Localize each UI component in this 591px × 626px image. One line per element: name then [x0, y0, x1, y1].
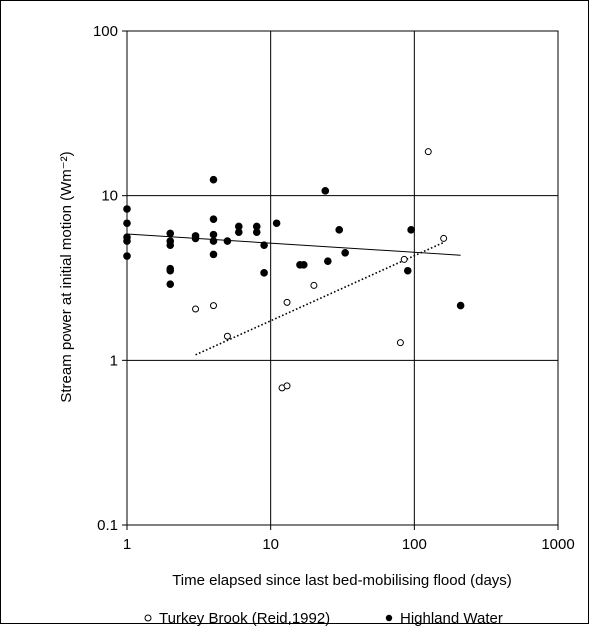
legend-label-turkey-brook: Turkey Brook (Reid,1992)	[159, 610, 330, 626]
highland-water-point	[224, 238, 231, 245]
legend-marker-highland-water	[386, 615, 392, 621]
highland-water-point	[210, 238, 217, 245]
highland-water-point	[300, 262, 307, 269]
legend: Turkey Brook (Reid,1992) Highland Water	[145, 610, 503, 626]
highland-water-point	[210, 216, 217, 223]
highland-water-point	[273, 220, 280, 227]
plot-area	[127, 31, 558, 525]
highland-water-point	[336, 227, 343, 234]
turkey-brook-point	[224, 333, 230, 339]
x-tick-label: 1	[123, 536, 131, 553]
turkey-brook-point	[425, 149, 431, 155]
highland-water-point	[167, 281, 174, 288]
x-tick-label: 1000	[541, 536, 574, 553]
highland-water-point	[408, 227, 415, 234]
y-tick-label: 1	[110, 352, 118, 369]
turkey-brook-point	[193, 306, 199, 312]
highland-water-point	[167, 267, 174, 274]
legend-marker-turkey-brook	[145, 615, 151, 621]
tick-labels: 1 10 100 1000 0.1 1 10 100	[93, 23, 575, 553]
highland-water-point	[404, 267, 411, 274]
turkey-brook-point	[284, 383, 290, 389]
highland-water-point	[210, 251, 217, 258]
turkey-brook-point	[397, 340, 403, 346]
legend-label-highland-water: Highland Water	[400, 610, 503, 626]
highland-water-point	[261, 270, 268, 277]
turkey-brook-point	[210, 303, 216, 309]
highland-water-point	[192, 235, 199, 242]
highland-water-point	[457, 302, 464, 309]
turkey-brook-point	[284, 299, 290, 305]
x-tick-label: 100	[402, 536, 427, 553]
y-tick-label: 100	[93, 23, 118, 40]
highland-water-point	[342, 249, 349, 256]
highland-water-point	[167, 230, 174, 237]
highland-water-point	[210, 176, 217, 183]
gridlines	[122, 31, 558, 530]
turkey-brook-point	[441, 235, 447, 241]
highland-water-point	[322, 188, 329, 195]
turkey-brook-point	[311, 282, 317, 288]
x-tick-label: 10	[262, 536, 279, 553]
highland-water-point	[167, 242, 174, 249]
trendlines	[127, 234, 461, 355]
y-axis-label: Stream power at initial motion (Wm⁻²)	[58, 151, 75, 402]
highland-water-point	[261, 242, 268, 249]
y-tick-label: 10	[101, 188, 118, 205]
highland-water-point	[325, 258, 332, 265]
highland-water-point	[253, 229, 260, 236]
highland-water-point	[235, 229, 242, 236]
trendline-highland-water	[127, 234, 461, 255]
y-tick-label: 0.1	[97, 517, 118, 534]
highland-water-point	[210, 231, 217, 238]
x-axis-label: Time elapsed since last bed-mobilising f…	[172, 572, 512, 589]
turkey-brook-point	[401, 256, 407, 262]
data-points	[124, 149, 464, 391]
